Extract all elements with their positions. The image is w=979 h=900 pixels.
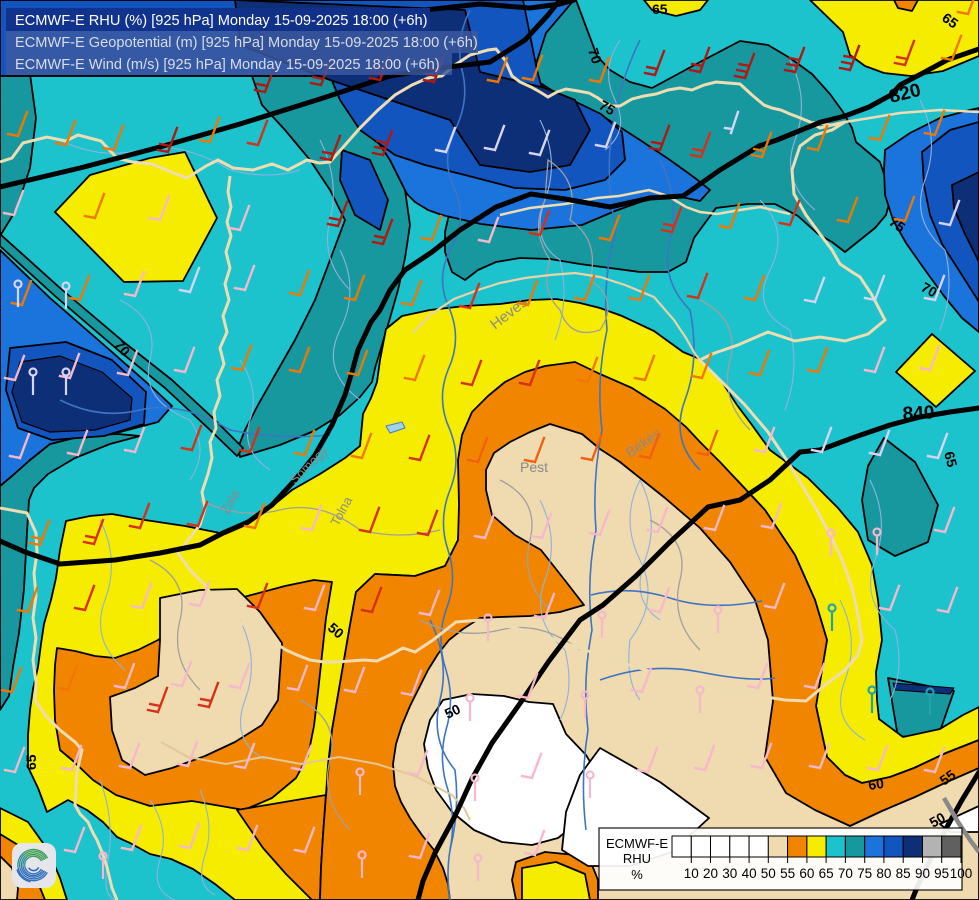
svg-text:65: 65 <box>941 450 961 469</box>
svg-text:70: 70 <box>585 46 605 66</box>
svg-text:20: 20 <box>703 866 718 881</box>
svg-text:ECMWF-E Wind (m/s) [925 hPa] M: ECMWF-E Wind (m/s) [925 hPa] Monday 15-0… <box>15 57 440 73</box>
svg-text:65: 65 <box>819 866 834 881</box>
svg-text:60: 60 <box>867 775 885 793</box>
svg-text:10: 10 <box>684 866 699 881</box>
svg-text:70: 70 <box>838 866 853 881</box>
svg-text:50: 50 <box>761 866 776 881</box>
svg-text:50: 50 <box>927 809 949 831</box>
svg-text:75: 75 <box>597 97 619 119</box>
svg-text:70: 70 <box>919 279 941 301</box>
svg-text:30: 30 <box>722 866 737 881</box>
svg-text:840: 840 <box>902 402 935 425</box>
svg-text:55: 55 <box>780 866 795 881</box>
svg-text:60: 60 <box>799 866 814 881</box>
svg-text:90: 90 <box>915 866 930 881</box>
svg-text:65: 65 <box>23 754 39 770</box>
svg-text:ECMWF-E: ECMWF-E <box>606 836 668 851</box>
svg-text:%: % <box>631 867 643 882</box>
svg-text:85: 85 <box>896 866 911 881</box>
svg-text:95: 95 <box>934 866 949 881</box>
svg-text:80: 80 <box>876 866 891 881</box>
svg-text:ECMWF-E Geopotential (m) [925: ECMWF-E Geopotential (m) [925 hPa] Monda… <box>15 35 478 51</box>
svg-text:100: 100 <box>950 866 973 881</box>
svg-text:RHU: RHU <box>623 851 651 866</box>
svg-text:40: 40 <box>742 866 757 881</box>
svg-text:Pest: Pest <box>520 459 548 475</box>
svg-text:75: 75 <box>857 866 872 881</box>
svg-text:65: 65 <box>652 1 668 17</box>
svg-text:ECMWF-E RHU (%) [925 hPa] Mond: ECMWF-E RHU (%) [925 hPa] Monday 15-09-2… <box>15 13 427 29</box>
svg-text:50: 50 <box>442 701 463 722</box>
